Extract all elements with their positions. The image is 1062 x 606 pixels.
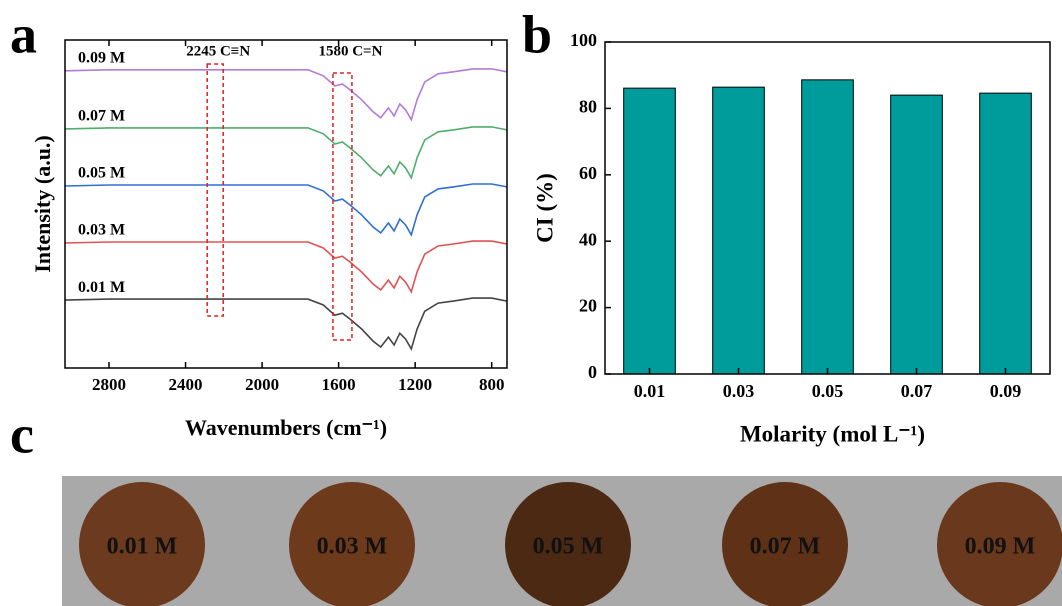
panel-label: a: [10, 4, 37, 64]
series-label: 0.05 M: [78, 165, 125, 182]
x-tick-label: 0.05: [812, 381, 844, 401]
x-tick-label: 800: [479, 375, 505, 394]
y-axis-label: CI (%): [532, 173, 557, 243]
sample-disc: [722, 482, 848, 606]
spectrum-line: [64, 183, 508, 237]
x-tick-label: 2400: [169, 375, 203, 394]
sample-label: 0.09 M: [965, 534, 1036, 560]
bar: [979, 92, 1032, 375]
sample-disc: [289, 482, 415, 606]
y-axis-label: Intensity (a.u.): [30, 135, 55, 273]
sample-label: 0.01 M: [107, 534, 178, 560]
x-tick-label: 2000: [245, 375, 279, 394]
y-tick-label: 0: [588, 362, 597, 382]
bar: [801, 79, 854, 375]
y-tick-label: 60: [579, 163, 597, 183]
sample-disc: [937, 482, 1062, 606]
spectrum-line: [64, 126, 508, 180]
highlight-box: [332, 72, 353, 341]
panel-label: c: [10, 404, 34, 464]
y-tick-label: 100: [570, 30, 597, 50]
series-label: 0.07 M: [78, 108, 125, 125]
series-label: 0.03 M: [78, 222, 125, 239]
series-label: 0.01 M: [78, 279, 125, 296]
sample-disc: [79, 482, 205, 606]
series-label: 0.09 M: [78, 50, 125, 67]
spectrum-line: [64, 68, 508, 122]
plot-frame: [64, 39, 508, 369]
x-tick-label: 0.07: [901, 381, 933, 401]
annotation: 2245 C≡N: [186, 43, 250, 59]
sample-label: 0.03 M: [317, 534, 388, 560]
y-tick-label: 80: [579, 97, 597, 117]
sample-label: 0.07 M: [750, 534, 821, 560]
spectrum-line: [64, 240, 508, 294]
x-axis-label: Wavenumbers (cm⁻¹): [185, 415, 387, 440]
bar: [623, 87, 676, 375]
annotation: 1580 C=N: [318, 43, 382, 59]
sample-disc: [505, 482, 631, 606]
x-tick-label: 0.09: [990, 381, 1022, 401]
highlight-box: [206, 63, 224, 317]
y-tick-label: 40: [579, 229, 597, 249]
plot-frame: [604, 41, 1051, 375]
panel-label: b: [522, 4, 552, 64]
bar: [890, 94, 943, 375]
bar: [712, 86, 765, 375]
x-tick-label: 0.03: [723, 381, 755, 401]
spectrum-line: [64, 297, 508, 352]
sample-label: 0.05 M: [533, 534, 604, 560]
x-axis-label: Molarity (mol L⁻¹): [740, 421, 925, 446]
x-tick-label: 0.01: [634, 381, 666, 401]
x-tick-label: 2800: [92, 375, 126, 394]
x-tick-label: 1200: [398, 375, 432, 394]
x-tick-label: 1600: [322, 375, 356, 394]
y-tick-label: 20: [579, 296, 597, 316]
